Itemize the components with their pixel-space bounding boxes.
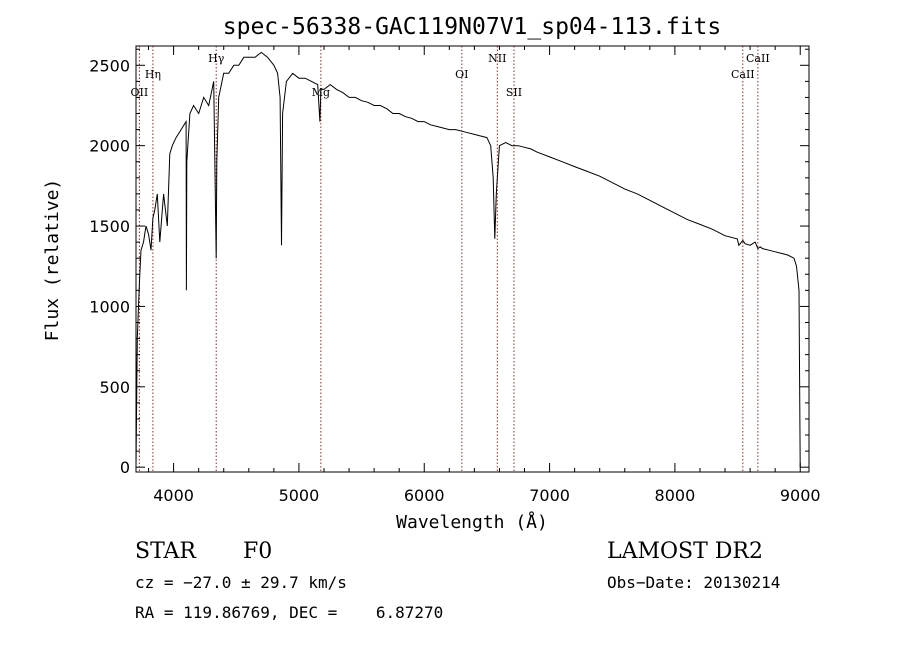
y-tick-label: 2000 [89,137,130,156]
spectral-subclass: F0 [243,539,273,564]
line-marker-label: OII [131,86,149,99]
x-tick-label: 7000 [529,486,570,505]
x-tick-label: 4000 [153,486,194,505]
y-axis-label: Flux (relative) [42,179,63,342]
x-axis-label: Wavelength (Å) [396,511,548,533]
redshift-cz: cz = −27.0 ± 29.7 km/s [135,573,347,592]
x-tick-label: 9000 [780,486,821,505]
plot-frame [135,45,810,473]
line-marker-label: NII [488,52,506,65]
y-tick-label: 1000 [89,297,130,316]
coordinates: RA = 119.86769, DEC = 6.87270 [135,603,444,622]
x-tick-label: 8000 [655,486,696,505]
line-marker-label: Hγ [208,52,225,65]
y-tick-label: 0 [120,458,130,477]
x-tick-label: 5000 [279,486,320,505]
chart-title: spec-56338-GAC119N07V1_sp04-113.fits [223,14,722,40]
object-class: STAR [135,539,196,564]
y-axis-ticks: 0 500 1000 1500 2000 2500 [89,48,809,477]
y-tick-label: 1500 [89,217,130,236]
line-marker-label: CaII [731,68,755,81]
x-tick-label: 6000 [404,486,445,505]
y-tick-label: 2500 [89,56,130,75]
observation-date: Obs−Date: 20130214 [607,573,781,592]
line-marker-label: SII [506,86,522,99]
line-marker-label: CaII [746,52,770,65]
line-marker-label: OI [455,68,468,81]
line-marker-label: Hη [145,68,161,81]
spectrum-line [135,51,801,468]
y-tick-label: 500 [99,378,130,397]
x-axis-ticks: 4000 5000 6000 7000 8000 9000 [148,46,821,505]
survey-name: LAMOST DR2 [607,539,763,564]
